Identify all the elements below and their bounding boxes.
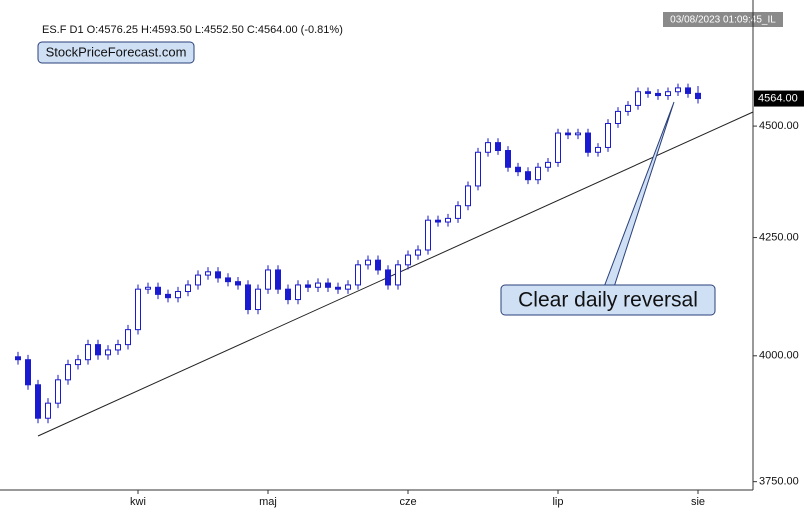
candle-body bbox=[135, 288, 141, 331]
candle-body bbox=[265, 269, 271, 290]
candle-body bbox=[175, 291, 181, 299]
candle-body bbox=[155, 286, 161, 295]
candle-body bbox=[245, 284, 251, 311]
candle-body bbox=[585, 132, 591, 153]
candle-body bbox=[15, 356, 21, 361]
candle-body bbox=[525, 171, 531, 181]
candle-body bbox=[205, 271, 211, 276]
candle-body bbox=[365, 259, 371, 266]
x-tick-label: cze bbox=[399, 496, 416, 508]
candle-body bbox=[315, 282, 321, 288]
candle-body bbox=[125, 329, 131, 346]
candle-body bbox=[105, 349, 111, 356]
candle-body bbox=[195, 274, 201, 286]
candle-body bbox=[615, 110, 621, 124]
candle-body bbox=[235, 281, 241, 286]
candle-body bbox=[465, 185, 471, 207]
candle-body bbox=[325, 282, 331, 288]
candle-body bbox=[35, 384, 41, 419]
candle-body bbox=[435, 219, 441, 223]
last-price-label: 4564.00 bbox=[758, 92, 798, 104]
candle-body bbox=[25, 359, 31, 386]
candle-body bbox=[255, 288, 261, 311]
candle-body bbox=[335, 286, 341, 290]
candle-body bbox=[455, 205, 461, 219]
candle-body bbox=[575, 132, 581, 136]
timestamp: 03/08/2023 01:09:45_IL bbox=[670, 15, 776, 26]
chart-title: ES.F D1 O:4576.25 H:4593.50 L:4552.50 C:… bbox=[42, 24, 343, 36]
candle-body bbox=[165, 293, 171, 299]
candle-body bbox=[445, 217, 451, 223]
candle-body bbox=[475, 151, 481, 187]
candle-body bbox=[695, 92, 701, 100]
y-tick-label: 4500.00 bbox=[759, 120, 799, 132]
candle-body bbox=[625, 104, 631, 112]
candle-body bbox=[645, 91, 651, 94]
candle-body bbox=[655, 92, 661, 97]
candle-body bbox=[95, 344, 101, 356]
candle-body bbox=[345, 284, 351, 290]
candle-body bbox=[665, 91, 671, 97]
candle-body bbox=[375, 259, 381, 271]
candle-body bbox=[595, 146, 601, 153]
candle-body bbox=[305, 284, 311, 288]
candle-body bbox=[355, 264, 361, 286]
candle-body bbox=[555, 132, 561, 163]
candle-body bbox=[75, 359, 81, 366]
candle-body bbox=[505, 150, 511, 168]
candle-body bbox=[515, 166, 521, 173]
candle-body bbox=[45, 402, 51, 419]
candle-body bbox=[275, 269, 281, 290]
candle-body bbox=[685, 87, 691, 94]
candle-body bbox=[225, 277, 231, 283]
candle-body bbox=[385, 269, 391, 286]
x-tick-label: lip bbox=[552, 496, 563, 508]
candle-body bbox=[535, 166, 541, 181]
x-tick-label: sie bbox=[691, 496, 705, 508]
candle-body bbox=[675, 87, 681, 93]
candle-body bbox=[415, 249, 421, 256]
candle-body bbox=[485, 142, 491, 153]
candle-body bbox=[285, 288, 291, 301]
y-tick-label: 3750.00 bbox=[759, 476, 799, 488]
candle-body bbox=[145, 286, 151, 290]
callout-box bbox=[500, 284, 716, 316]
last-price-box bbox=[754, 90, 804, 107]
candle-body bbox=[565, 132, 571, 136]
candle-body bbox=[495, 142, 501, 152]
candle-body bbox=[115, 344, 121, 351]
annotation: Clear daily reversal bbox=[518, 289, 698, 312]
x-tick-label: maj bbox=[259, 496, 277, 508]
x-tick-label: kwi bbox=[130, 496, 146, 508]
badge bbox=[37, 41, 195, 64]
candle-body bbox=[545, 161, 551, 168]
candle-body bbox=[65, 364, 71, 381]
candle-body bbox=[55, 379, 61, 404]
candle-body bbox=[405, 254, 411, 266]
candle-body bbox=[395, 264, 401, 286]
candle-body bbox=[215, 271, 221, 279]
subtitle: StockPriceForecast.com bbox=[46, 44, 187, 59]
candle-body bbox=[295, 284, 301, 301]
y-tick-label: 4000.00 bbox=[759, 350, 799, 362]
candle-body bbox=[425, 219, 431, 251]
candle-body bbox=[85, 344, 91, 361]
y-tick-label: 4250.00 bbox=[759, 231, 799, 243]
candle-body bbox=[635, 91, 641, 106]
candle-body bbox=[605, 122, 611, 148]
candle-body bbox=[185, 284, 191, 293]
